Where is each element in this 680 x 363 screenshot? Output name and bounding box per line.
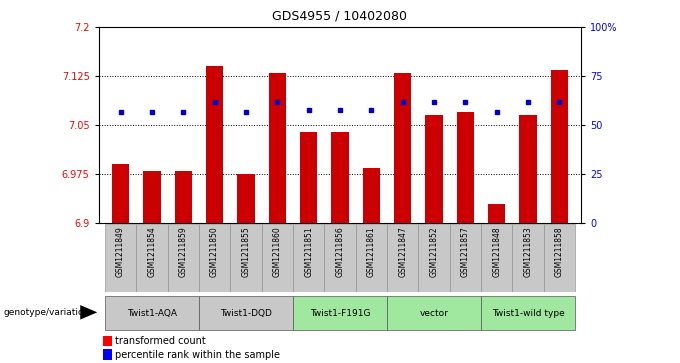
Bar: [331, 132, 349, 223]
Bar: [262, 224, 293, 292]
Bar: [520, 115, 537, 223]
Bar: [231, 224, 262, 292]
Text: GDS4955 / 10402080: GDS4955 / 10402080: [273, 9, 407, 22]
Bar: [300, 132, 318, 223]
Text: GSM1211855: GSM1211855: [241, 226, 250, 277]
Bar: [136, 224, 167, 292]
Text: GSM1211858: GSM1211858: [555, 226, 564, 277]
Text: GSM1211854: GSM1211854: [148, 226, 156, 277]
Text: percentile rank within the sample: percentile rank within the sample: [116, 350, 280, 360]
Bar: [105, 296, 199, 330]
Bar: [293, 224, 324, 292]
Bar: [481, 296, 575, 330]
Bar: [269, 73, 286, 223]
Bar: [387, 296, 481, 330]
Text: GSM1211853: GSM1211853: [524, 226, 532, 277]
Text: GSM1211847: GSM1211847: [398, 226, 407, 277]
Bar: [544, 224, 575, 292]
Text: GSM1211851: GSM1211851: [304, 226, 313, 277]
Bar: [175, 171, 192, 223]
Text: GSM1211850: GSM1211850: [210, 226, 219, 277]
Text: Twist1-wild type: Twist1-wild type: [492, 309, 564, 318]
Bar: [237, 174, 254, 223]
Bar: [387, 224, 418, 292]
Bar: [426, 115, 443, 223]
Text: Twist1-F191G: Twist1-F191G: [310, 309, 370, 318]
Text: GSM1211856: GSM1211856: [335, 226, 345, 277]
Bar: [551, 70, 568, 223]
Bar: [488, 204, 505, 223]
Text: GSM1211859: GSM1211859: [179, 226, 188, 277]
Text: GSM1211857: GSM1211857: [461, 226, 470, 277]
Bar: [356, 224, 387, 292]
Bar: [199, 296, 293, 330]
Bar: [206, 66, 223, 223]
Bar: [199, 224, 231, 292]
Text: vector: vector: [420, 309, 449, 318]
Text: GSM1211849: GSM1211849: [116, 226, 125, 277]
Text: Twist1-AQA: Twist1-AQA: [127, 309, 177, 318]
Bar: [513, 224, 544, 292]
Bar: [457, 112, 474, 223]
Bar: [105, 224, 136, 292]
Text: genotype/variation: genotype/variation: [3, 308, 90, 317]
Text: transformed count: transformed count: [116, 336, 206, 346]
Bar: [418, 224, 449, 292]
Polygon shape: [80, 305, 97, 319]
Bar: [103, 350, 112, 360]
Bar: [143, 171, 160, 223]
Bar: [481, 224, 513, 292]
Text: GSM1211848: GSM1211848: [492, 226, 501, 277]
Bar: [362, 168, 380, 223]
Bar: [324, 224, 356, 292]
Bar: [449, 224, 481, 292]
Text: GSM1211861: GSM1211861: [367, 226, 376, 277]
Bar: [112, 164, 129, 223]
Text: Twist1-DQD: Twist1-DQD: [220, 309, 272, 318]
Bar: [167, 224, 199, 292]
Bar: [103, 336, 112, 346]
Bar: [394, 73, 411, 223]
Text: GSM1211852: GSM1211852: [430, 226, 439, 277]
Bar: [293, 296, 387, 330]
Text: GSM1211860: GSM1211860: [273, 226, 282, 277]
